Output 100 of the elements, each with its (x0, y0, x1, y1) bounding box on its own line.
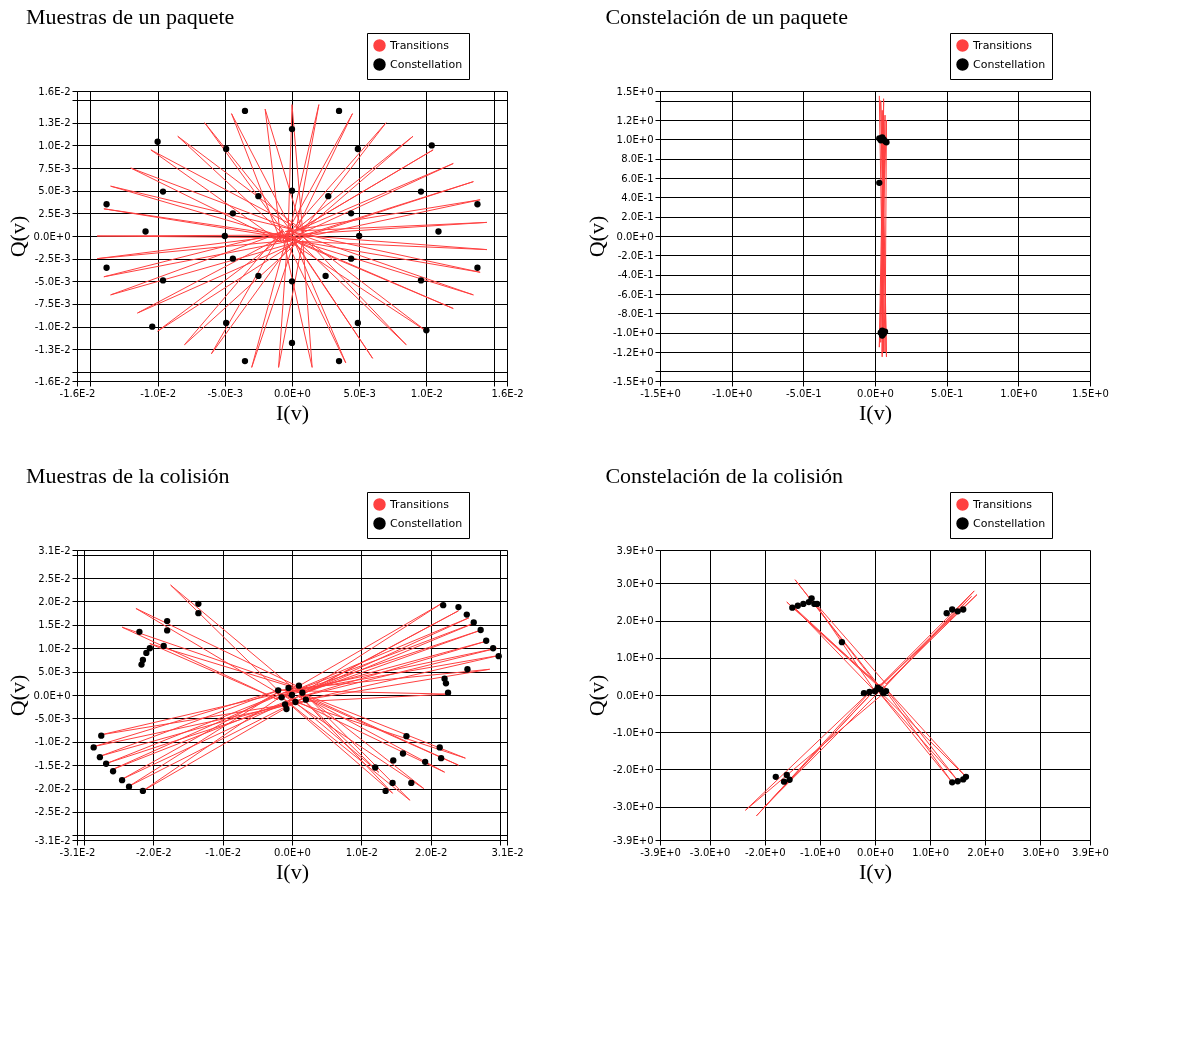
y-tick-label: -1.6E-2 (34, 375, 71, 387)
y-tick-label: 1.5E-2 (38, 619, 71, 631)
y-tick-label: 2.0E-2 (38, 595, 71, 607)
y-tick-label: -8.0E-1 (617, 307, 654, 319)
y-axis-title: Q(v) (583, 215, 609, 258)
x-tick-label: 1.5E+0 (1072, 387, 1109, 399)
y-tick-label: -7.5E-3 (34, 298, 71, 310)
y-tick-label: -3.0E+0 (612, 801, 654, 813)
y-tick-label: -1.0E+0 (612, 327, 654, 339)
x-axis-title: I(v) (276, 858, 309, 884)
y-tick-label: 8.0E-1 (621, 153, 654, 165)
x-tick-label: 1.0E-2 (410, 387, 443, 399)
x-tick-label: 0.0E+0 (274, 387, 311, 399)
legend-label: Constellation (973, 57, 1046, 71)
chart-title: Muestras de un paquete (26, 3, 235, 29)
x-axis-title: I(v) (276, 399, 309, 425)
y-tick-label: 0.0E+0 (33, 230, 71, 242)
y-tick-label: 2.0E-1 (621, 211, 654, 223)
x-tick-label: 5.0E-1 (931, 387, 964, 399)
x-tick-label: -3.1E-2 (59, 846, 96, 858)
chart-title: Muestras de la colisión (26, 462, 230, 488)
y-tick-label: 2.0E+0 (616, 615, 654, 627)
x-tick-label: 0.0E+0 (857, 387, 894, 399)
x-tick-label: 3.0E+0 (1022, 846, 1060, 858)
y-tick-label: 3.9E+0 (616, 544, 654, 556)
y-tick-label: 3.1E-2 (38, 544, 71, 556)
legend-label: Transitions (389, 497, 450, 511)
y-tick-label: 3.0E+0 (616, 577, 654, 589)
x-tick-label: -1.0E-2 (140, 387, 177, 399)
y-tick-label: -6.0E-1 (617, 288, 654, 300)
x-axis-title: I(v) (859, 399, 892, 425)
y-tick-label: -2.0E+0 (612, 763, 654, 775)
y-tick-label: 6.0E-1 (621, 172, 654, 184)
x-tick-label: -2.0E+0 (744, 846, 786, 858)
y-tick-label: -1.2E+0 (612, 346, 654, 358)
y-tick-label: -2.0E-1 (617, 249, 654, 261)
y-tick-label: 7.5E-3 (38, 162, 71, 174)
y-tick-label: 1.6E-2 (38, 85, 71, 97)
y-tick-label: -5.0E-3 (34, 712, 71, 724)
y-tick-label: 1.2E+0 (616, 114, 654, 126)
y-tick-label: 1.0E+0 (616, 652, 654, 664)
legend-label: Constellation (390, 57, 463, 71)
chart-title: Constelación de la colisión (605, 462, 844, 488)
x-tick-label: 1.0E-2 (345, 846, 378, 858)
y-axis-title: Q(v) (4, 215, 30, 258)
y-tick-label: 1.3E-2 (38, 117, 71, 129)
y-tick-label: 1.0E-2 (38, 139, 71, 151)
x-tick-label: 0.0E+0 (274, 846, 311, 858)
y-tick-label: 0.0E+0 (616, 689, 654, 701)
y-tick-label: -1.0E-2 (34, 736, 71, 748)
y-tick-label: -4.0E-1 (617, 269, 654, 281)
x-tick-label: -5.0E-3 (207, 387, 244, 399)
y-tick-label: 5.0E-3 (38, 666, 71, 678)
y-tick-label: -1.5E-2 (34, 759, 71, 771)
x-tick-label: 5.0E-3 (343, 387, 376, 399)
legend-label: Constellation (390, 516, 463, 530)
legend-label: Transitions (389, 38, 450, 52)
x-tick-label: 2.0E-2 (415, 846, 448, 858)
x-tick-label: -1.0E-2 (205, 846, 242, 858)
y-tick-label: -1.3E-2 (34, 343, 71, 355)
x-tick-label: -3.9E+0 (640, 846, 681, 858)
y-tick-label: -5.0E-3 (34, 275, 71, 287)
y-tick-label: -2.0E-2 (34, 783, 71, 795)
y-tick-label: -1.0E+0 (612, 726, 654, 738)
x-tick-label: 2.0E+0 (967, 846, 1005, 858)
y-tick-label: 1.0E-2 (38, 642, 71, 654)
y-tick-label: 1.5E+0 (616, 85, 654, 97)
x-tick-label: 3.1E-2 (491, 846, 524, 858)
legend-label: Transitions (972, 38, 1033, 52)
x-tick-label: -1.6E-2 (59, 387, 96, 399)
y-tick-label: -2.5E-3 (34, 253, 71, 265)
x-tick-label: -1.0E+0 (800, 846, 841, 858)
y-tick-label: 2.5E-2 (38, 572, 71, 584)
y-tick-label: -3.1E-2 (34, 834, 71, 846)
y-tick-label: 2.5E-3 (38, 207, 71, 219)
x-tick-label: -5.0E-1 (785, 387, 822, 399)
y-tick-label: -1.5E+0 (612, 375, 654, 387)
y-tick-label: 0.0E+0 (616, 230, 654, 242)
y-tick-label: 0.0E+0 (33, 689, 71, 701)
x-tick-label: 3.9E+0 (1072, 846, 1109, 858)
x-tick-label: 1.0E+0 (1000, 387, 1038, 399)
y-tick-label: -1.0E-2 (34, 321, 71, 333)
legend-label: Transitions (972, 497, 1033, 511)
y-tick-label: 1.0E+0 (616, 133, 654, 145)
y-tick-label: 4.0E-1 (621, 191, 654, 203)
x-axis-title: I(v) (859, 858, 892, 884)
y-axis-title: Q(v) (583, 674, 609, 717)
x-tick-label: -1.5E+0 (640, 387, 681, 399)
y-axis-title: Q(v) (4, 674, 30, 717)
x-tick-label: 1.6E-2 (491, 387, 524, 399)
legend-label: Constellation (973, 516, 1046, 530)
y-tick-label: -3.9E+0 (612, 834, 654, 846)
x-tick-label: -2.0E-2 (135, 846, 172, 858)
chart-title: Constelación de un paquete (605, 3, 848, 29)
x-tick-label: -3.0E+0 (689, 846, 731, 858)
x-tick-label: 0.0E+0 (857, 846, 894, 858)
x-tick-label: 1.0E+0 (912, 846, 950, 858)
y-tick-label: -2.5E-2 (34, 806, 71, 818)
y-tick-label: 5.0E-3 (38, 185, 71, 197)
x-tick-label: -1.0E+0 (711, 387, 753, 399)
